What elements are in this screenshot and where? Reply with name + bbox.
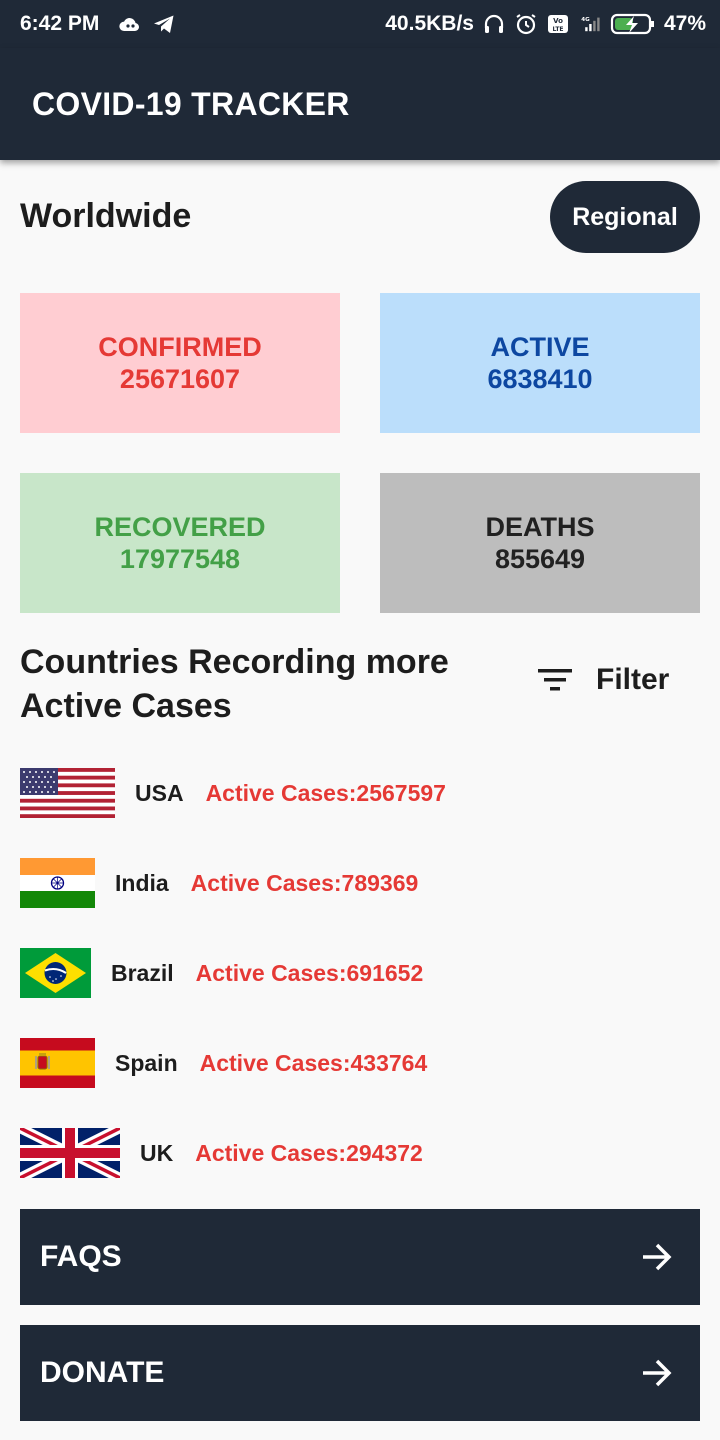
- battery-charging-icon: [610, 13, 654, 35]
- donate-label: DONATE: [40, 1356, 165, 1389]
- country-name: Brazil: [111, 959, 174, 986]
- active-cases: Active Cases:691652: [195, 959, 424, 986]
- svg-text:Vo: Vo: [553, 17, 563, 25]
- deaths-value: 855649: [494, 544, 586, 574]
- us-flag-icon: [20, 768, 115, 818]
- countries-title-line2: Active Cases: [20, 687, 232, 725]
- deaths-card: DEATHS 855649: [380, 473, 700, 613]
- countries-title: Countries Recording more Active Cases: [20, 640, 500, 728]
- countries-title-line1: Countries Recording more: [20, 643, 449, 681]
- country-row[interactable]: India Active Cases:789369: [20, 857, 418, 909]
- filter-label: Filter: [596, 663, 670, 696]
- status-left-icons: [118, 12, 176, 36]
- recovered-card: RECOVERED 17977548: [20, 473, 340, 613]
- arrow-right-icon: [643, 1243, 672, 1271]
- spain-flag-icon: [20, 1038, 95, 1088]
- recovered-value: 17977548: [119, 544, 241, 574]
- status-bar: 6:42 PM 40.5KB/s Vo LTE 4G 47%: [0, 0, 720, 48]
- confirmed-label: CONFIRMED: [98, 332, 262, 362]
- brazil-flag-icon: [20, 948, 91, 998]
- faqs-label: FAQS: [40, 1240, 122, 1273]
- filter-icon: [538, 669, 572, 691]
- confirmed-value: 25671607: [119, 364, 241, 394]
- uk-flag-icon: [20, 1128, 120, 1178]
- svg-text:LTE: LTE: [552, 26, 563, 33]
- country-row[interactable]: Brazil Active Cases:691652: [20, 947, 423, 999]
- india-flag-icon: [20, 858, 95, 908]
- headset-icon: [484, 14, 504, 33]
- cloud-icon: [119, 18, 140, 32]
- country-row[interactable]: Spain Active Cases:433764: [20, 1037, 427, 1089]
- app-title: COVID-19 TRACKER: [32, 86, 350, 122]
- confirmed-card: CONFIRMED 25671607: [20, 293, 340, 433]
- app-bar: COVID-19 TRACKER: [0, 48, 720, 160]
- deaths-label: DEATHS: [485, 512, 595, 542]
- regional-button[interactable]: Regional: [550, 181, 700, 253]
- active-cases: Active Cases:294372: [195, 1139, 423, 1166]
- country-row[interactable]: USA Active Cases:2567597: [20, 767, 446, 819]
- donate-button[interactable]: DONATE: [20, 1325, 700, 1421]
- active-cases: Active Cases:433764: [199, 1049, 428, 1076]
- active-card: ACTIVE 6838410: [380, 293, 700, 433]
- active-cases: Active Cases:2567597: [205, 779, 446, 806]
- country-name: India: [115, 869, 169, 896]
- alarm-icon: [516, 14, 536, 35]
- country-name: USA: [135, 779, 184, 806]
- active-value: 6838410: [487, 364, 593, 394]
- recovered-label: RECOVERED: [94, 512, 266, 542]
- status-right-icons: 40.5KB/s Vo LTE 4G 47%: [385, 12, 706, 36]
- status-time: 6:42 PM: [20, 12, 100, 35]
- active-label: ACTIVE: [490, 332, 590, 362]
- worldwide-title: Worldwide: [20, 197, 192, 235]
- country-name: Spain: [115, 1049, 178, 1076]
- battery-percent: 47%: [663, 12, 706, 35]
- svg-text:4G: 4G: [581, 17, 590, 23]
- country-name: UK: [140, 1139, 174, 1166]
- faqs-button[interactable]: FAQS: [20, 1209, 700, 1305]
- signal-icon: 4G: [581, 17, 600, 32]
- telegram-icon: [154, 15, 174, 33]
- network-speed: 40.5KB/s: [385, 12, 474, 35]
- country-row[interactable]: UK Active Cases:294372: [20, 1127, 423, 1179]
- filter-button[interactable]: Filter: [536, 660, 669, 700]
- active-cases: Active Cases:789369: [190, 869, 419, 896]
- arrow-right-icon: [643, 1359, 672, 1387]
